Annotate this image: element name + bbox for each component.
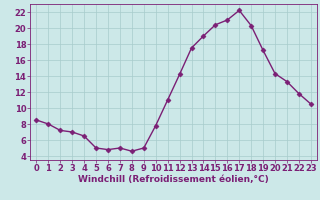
X-axis label: Windchill (Refroidissement éolien,°C): Windchill (Refroidissement éolien,°C) bbox=[78, 175, 269, 184]
